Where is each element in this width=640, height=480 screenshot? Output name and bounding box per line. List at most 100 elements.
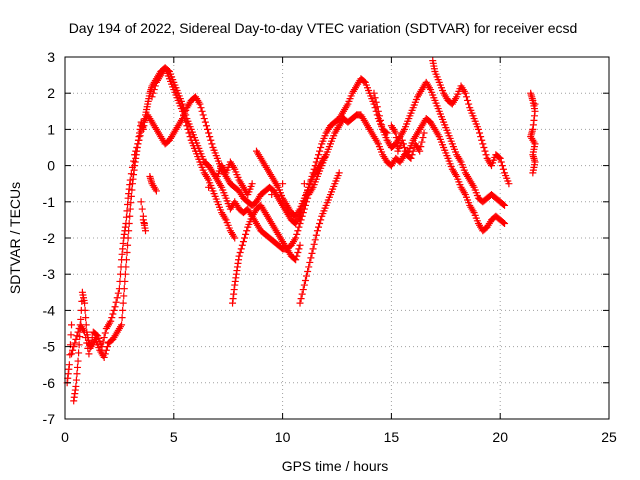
data-point-marker [111,303,119,311]
data-point-marker [408,151,416,159]
data-point-marker [315,223,323,231]
data-point-marker [149,89,157,97]
axis-ticks [64,56,610,420]
data-point-marker [124,241,132,249]
data-point-marker [137,127,145,135]
data-point-marker [499,165,507,173]
data-point-marker [241,234,249,242]
data-point-marker [248,180,256,188]
data-point-marker [309,245,317,253]
y-tick-label: -3 [43,266,56,282]
data-point-marker [322,151,330,159]
data-point-marker [400,144,408,151]
data-point-marker [294,227,302,235]
data-point-marker [130,157,138,165]
x-tick-label: 20 [492,429,508,445]
data-point-marker [87,339,95,347]
data-point-marker [499,201,507,209]
data-point-marker [481,147,489,155]
data-point-marker [242,230,250,238]
x-tick-label: 0 [61,429,69,445]
data-point-marker [201,118,209,126]
data-point-marker [74,328,82,336]
data-point-marker [236,248,244,256]
data-point-marker [402,147,410,155]
data-point-marker [407,154,415,162]
data-point-marker [476,129,484,137]
data-point-marker [75,349,83,357]
data-point-marker [107,317,115,325]
data-point-marker [496,154,504,162]
data-point-marker [72,376,80,384]
data-point-marker [296,299,304,307]
data-point-marker [86,344,94,352]
data-point-marker [119,299,127,307]
data-point-marker [71,339,79,347]
data-point-marker [293,230,301,238]
y-tick-label: 1 [47,121,55,137]
data-point-marker [127,170,135,178]
data-point-marker [93,331,101,339]
data-point-marker [313,154,321,162]
data-point-marker [73,370,81,378]
data-point-marker [100,353,108,361]
data-point-marker [208,140,216,148]
data-point-marker [237,245,245,253]
y-tick-label: -4 [43,302,56,318]
data-point-marker [300,281,308,289]
data-point-marker [68,350,76,358]
data-point-marker [292,256,300,264]
data-point-marker [465,100,473,108]
y-tick-label: -6 [43,375,56,391]
data-point-marker [204,125,212,133]
data-point-marker [200,115,208,123]
data-point-marker [464,96,472,104]
data-point-marker [310,240,318,248]
data-point-marker [297,295,305,303]
data-point-marker [474,125,482,133]
y-tick-label: -7 [43,411,56,427]
data-point-marker [383,129,391,137]
x-axis-label: GPS time / hours [282,458,389,474]
data-point-marker [378,121,386,129]
y-tick-label: 0 [47,158,55,174]
data-point-marker [398,136,406,144]
data-point-marker [182,118,190,126]
data-point-marker [150,86,158,94]
data-point-marker [151,82,159,90]
data-point-marker [239,238,247,246]
data-point-marker [198,107,206,115]
data-point-marker [181,115,189,123]
data-point-marker [67,331,75,339]
data-point-marker [377,116,385,124]
data-point-marker [131,151,139,159]
data-point-marker [101,329,109,337]
data-point-marker [295,245,303,253]
data-point-marker [317,144,325,151]
data-point-marker [313,227,321,235]
data-point-marker [132,147,140,155]
data-point-marker [82,321,90,329]
data-point-marker [136,132,144,140]
data-point-marker [73,332,81,340]
data-point-marker [113,294,121,302]
data-point-marker [186,133,194,141]
data-point-marker [305,263,313,271]
data-point-marker [138,123,146,131]
data-point-marker [374,107,382,115]
y-tick-label: 3 [47,49,55,65]
data-point-marker [306,258,314,266]
data-point-marker [495,153,503,161]
data-point-marker [303,272,311,280]
data-point-marker [117,263,125,271]
data-point-marker [531,100,539,108]
data-point-marker [420,129,428,137]
data-point-marker [81,306,89,314]
data-point-marker [110,306,118,314]
data-point-marker [128,163,136,171]
data-point-marker [316,220,324,228]
data-point-marker [122,213,130,221]
data-point-marker [75,341,83,349]
data-point-marker [185,129,193,137]
